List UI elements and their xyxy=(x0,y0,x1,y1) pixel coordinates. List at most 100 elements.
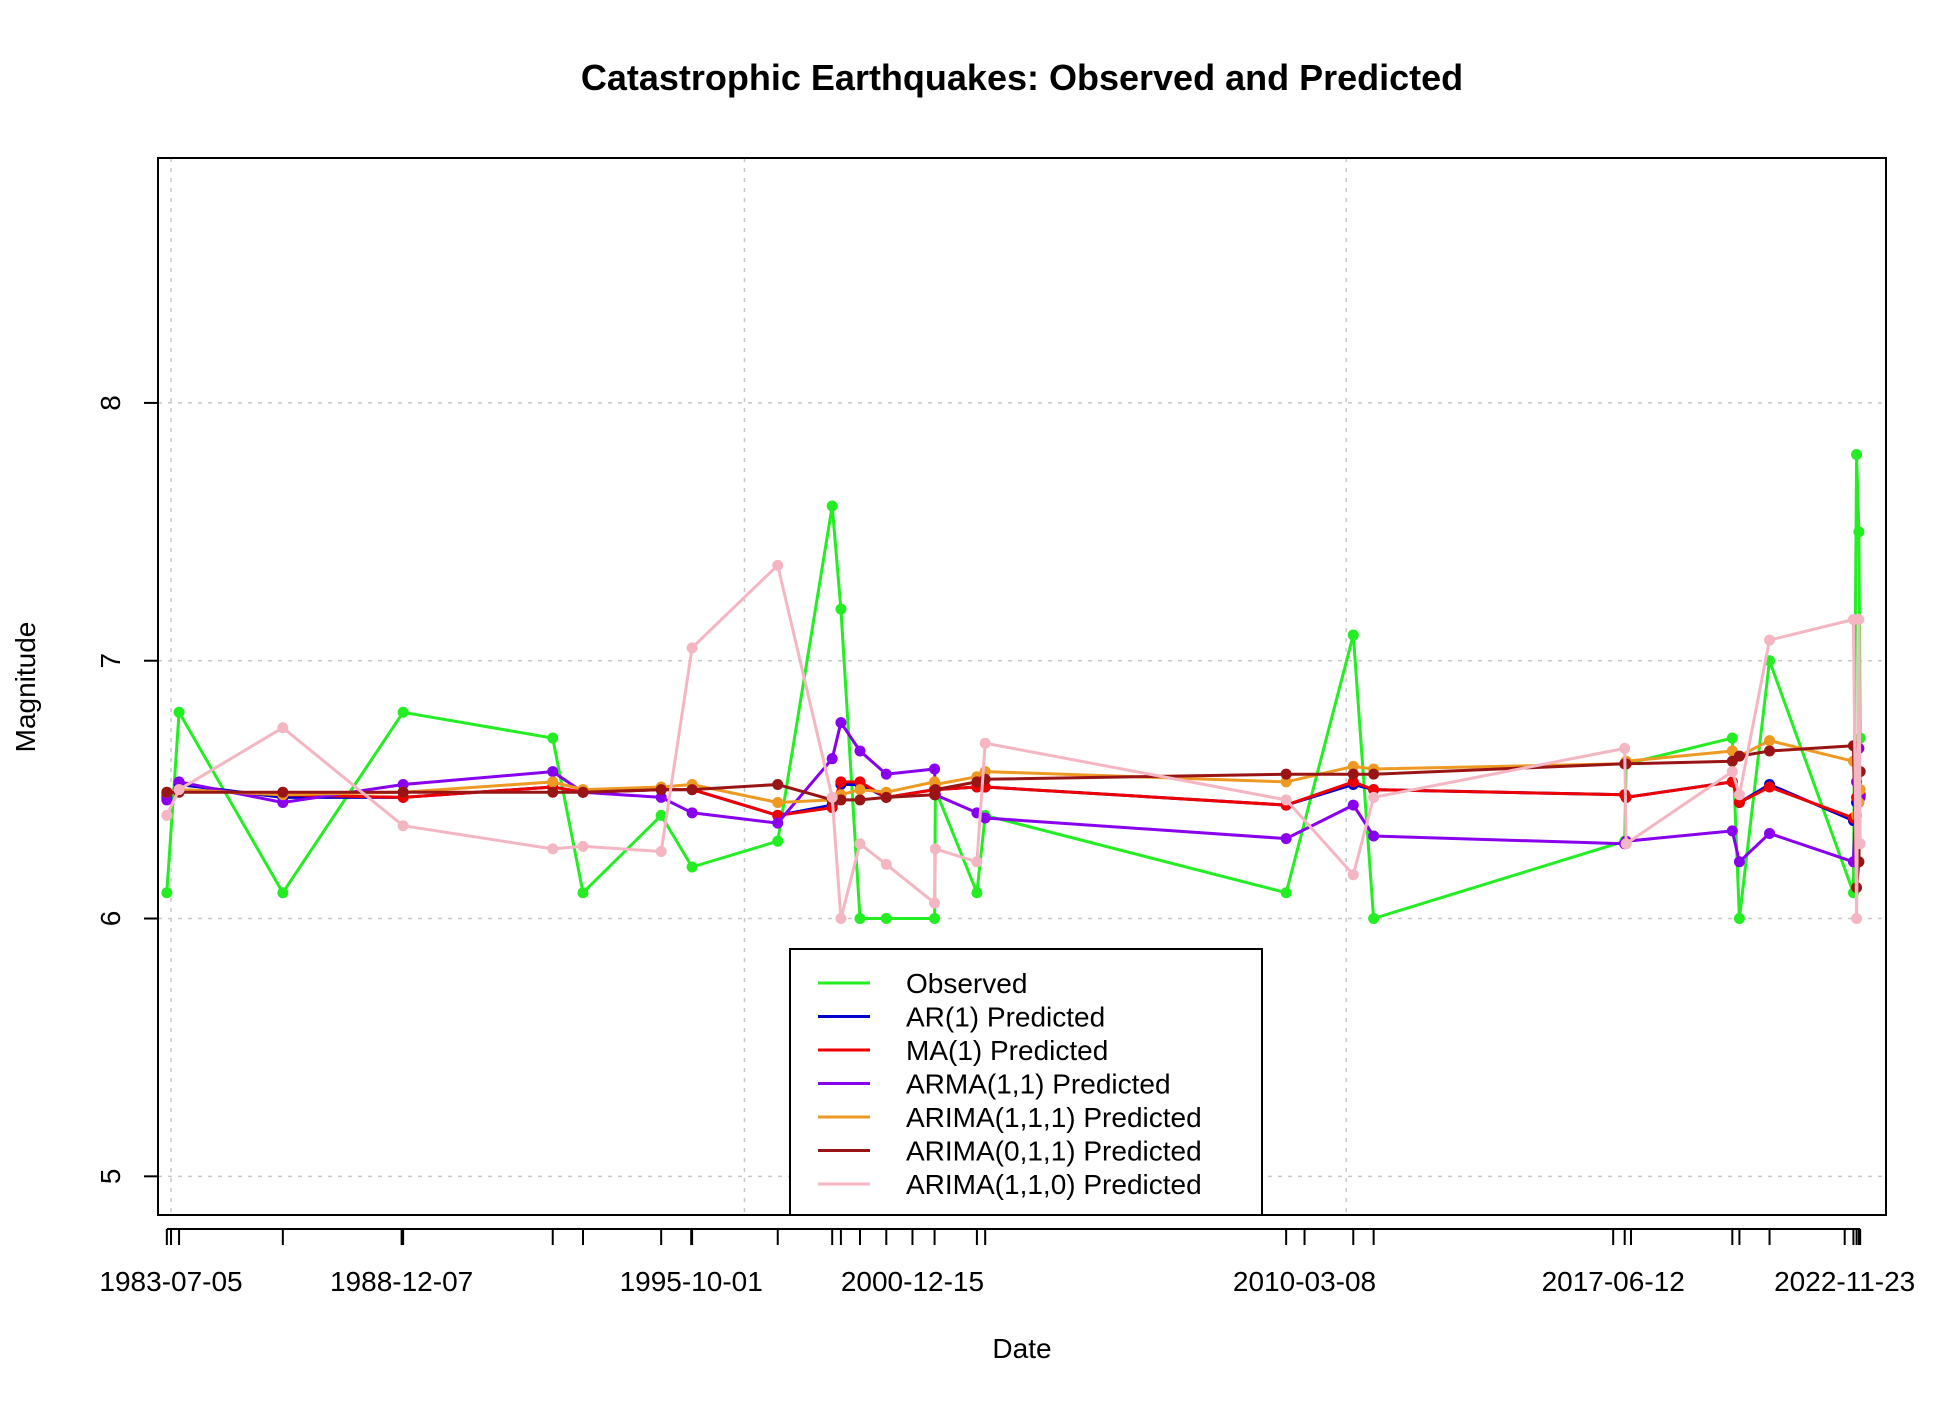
x-tick-label: 1988-12-07 xyxy=(330,1266,473,1297)
data-point xyxy=(161,887,173,899)
data-point xyxy=(1726,766,1738,778)
legend-label: ARIMA(0,1,1) Predicted xyxy=(906,1136,1202,1167)
data-point xyxy=(1280,794,1292,806)
data-point xyxy=(835,717,847,729)
data-point xyxy=(397,778,409,790)
data-point xyxy=(397,820,409,832)
data-point xyxy=(835,603,847,615)
data-point xyxy=(826,500,838,512)
data-point xyxy=(979,812,991,824)
data-point xyxy=(655,845,667,857)
data-point xyxy=(686,861,698,873)
data-point xyxy=(929,784,941,796)
data-point xyxy=(277,797,289,809)
data-point xyxy=(835,794,847,806)
data-point xyxy=(1347,869,1359,881)
data-point xyxy=(397,786,409,798)
x-axis-label: Date xyxy=(992,1333,1051,1364)
data-point xyxy=(1280,776,1292,788)
legend-label: ARIMA(1,1,1) Predicted xyxy=(906,1102,1202,1133)
data-point xyxy=(772,817,784,829)
data-point xyxy=(971,776,983,788)
data-point xyxy=(161,794,173,806)
legend-label: ARIMA(1,1,0) Predicted xyxy=(906,1169,1202,1200)
y-tick-label: 5 xyxy=(95,1169,126,1185)
x-tick-label: 1983-07-05 xyxy=(99,1266,242,1297)
data-point xyxy=(1764,735,1776,747)
data-point xyxy=(971,856,983,868)
data-point xyxy=(1853,526,1865,538)
data-point xyxy=(971,887,983,899)
data-point xyxy=(655,809,667,821)
series-arima-0-1-1-predicted xyxy=(161,740,1866,894)
data-point xyxy=(1851,448,1863,460)
data-point xyxy=(880,913,892,925)
data-point xyxy=(1733,797,1745,809)
data-point xyxy=(1733,913,1745,925)
data-point xyxy=(1619,742,1631,754)
data-point xyxy=(1368,830,1380,842)
data-point xyxy=(1764,781,1776,793)
x-tick-label: 1995-10-01 xyxy=(620,1266,763,1297)
y-axis-label: Magnitude xyxy=(10,622,41,753)
data-point xyxy=(1280,833,1292,845)
x-tick-label: 2017-06-12 xyxy=(1542,1266,1685,1297)
y-tick-label: 8 xyxy=(95,395,126,411)
data-point xyxy=(1347,768,1359,780)
data-point xyxy=(1280,768,1292,780)
data-point xyxy=(1733,856,1745,868)
data-point xyxy=(1853,613,1865,625)
data-point xyxy=(1764,634,1776,646)
series-arima-1-1-0-predicted xyxy=(161,559,1866,925)
data-point xyxy=(173,706,185,718)
data-point xyxy=(277,887,289,899)
data-point xyxy=(835,913,847,925)
data-point xyxy=(173,784,185,796)
data-point xyxy=(772,835,784,847)
data-point xyxy=(1620,838,1632,850)
data-point xyxy=(577,840,589,852)
data-point xyxy=(929,897,941,909)
series-line xyxy=(166,744,1862,890)
x-tick-label: 2000-12-15 xyxy=(841,1266,984,1297)
data-point xyxy=(772,559,784,571)
data-point xyxy=(547,732,559,744)
chart-title: Catastrophic Earthquakes: Observed and P… xyxy=(581,57,1463,98)
data-point xyxy=(1854,838,1866,850)
data-point xyxy=(547,776,559,788)
data-point xyxy=(577,887,589,899)
data-point xyxy=(1347,776,1359,788)
data-point xyxy=(1368,768,1380,780)
data-point xyxy=(655,791,667,803)
data-point xyxy=(1368,791,1380,803)
data-point xyxy=(173,776,185,788)
series-line xyxy=(166,780,1862,820)
data-point xyxy=(161,809,173,821)
data-point xyxy=(1733,789,1745,801)
data-point xyxy=(547,786,559,798)
legend-label: AR(1) Predicted xyxy=(906,1002,1105,1033)
data-point xyxy=(1368,913,1380,925)
data-point xyxy=(161,786,173,798)
data-point xyxy=(1726,732,1738,744)
data-point xyxy=(277,786,289,798)
data-point xyxy=(835,776,847,788)
y-tick-label: 6 xyxy=(95,911,126,927)
data-point xyxy=(880,768,892,780)
series-observed xyxy=(161,448,1866,925)
data-point xyxy=(826,753,838,765)
y-tick-label: 7 xyxy=(95,653,126,669)
data-point xyxy=(772,778,784,790)
x-tick-label: 2022-11-23 xyxy=(1774,1266,1915,1297)
data-point xyxy=(1851,913,1863,925)
x-tick-label: 2010-03-08 xyxy=(1233,1266,1376,1297)
data-point xyxy=(686,642,698,654)
data-point xyxy=(577,786,589,798)
data-point xyxy=(1347,799,1359,811)
data-point xyxy=(880,791,892,803)
data-point xyxy=(854,784,866,796)
data-point xyxy=(1347,629,1359,641)
data-point xyxy=(1764,827,1776,839)
